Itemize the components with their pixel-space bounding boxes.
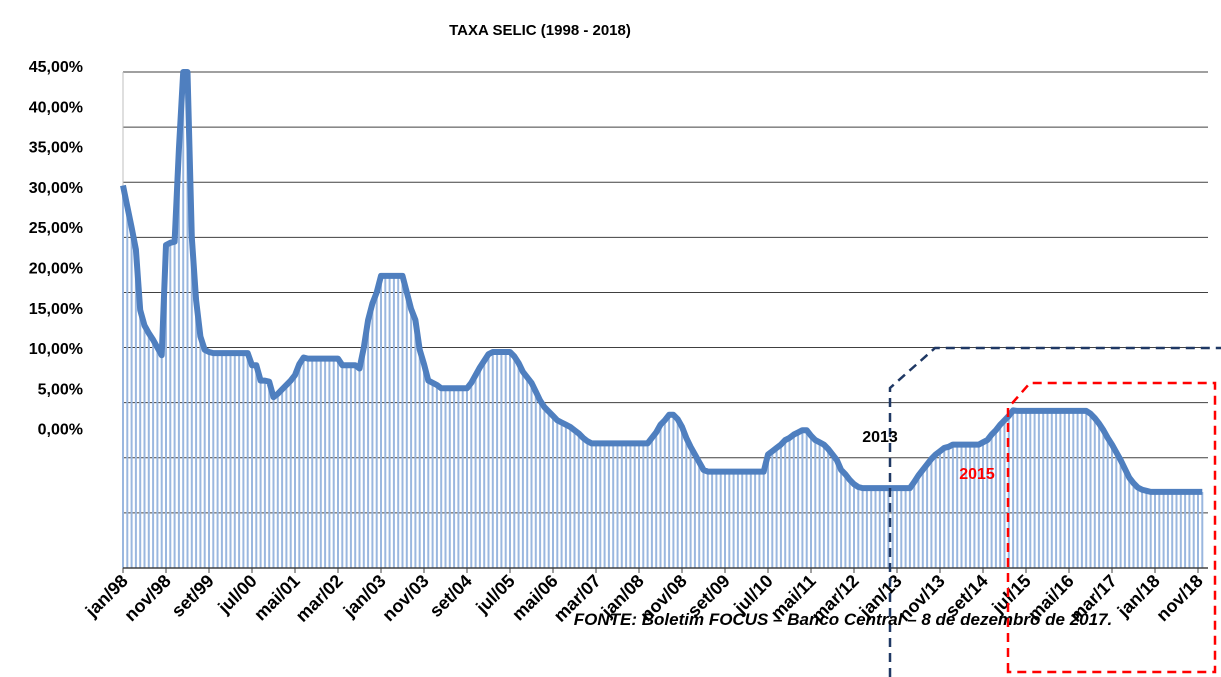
selic-line — [120, 69, 1203, 495]
y-tick-label: 20,00% — [29, 261, 83, 278]
x-tick-label: set/04 — [426, 571, 476, 621]
y-tick-label: 5,00% — [38, 381, 83, 398]
y-tick-label: 30,00% — [29, 180, 83, 197]
y-tick-label: 0,00% — [38, 422, 83, 439]
y-tick-label: 10,00% — [29, 341, 83, 358]
chart-title: TAXA SELIC (1998 - 2018) — [449, 22, 631, 39]
y-tick-label: 45,00% — [29, 59, 83, 76]
x-tick-label: mar/02 — [292, 571, 347, 626]
y-tick-label: 40,00% — [29, 99, 83, 116]
x-tick-label: nov/18 — [1152, 571, 1206, 625]
annotation-2015: 2015 — [959, 466, 995, 483]
y-tick-label: 35,00% — [29, 140, 83, 157]
annotation-2013: 2013 — [862, 429, 898, 446]
y-tick-label: 15,00% — [29, 301, 83, 318]
x-tick-label: set/99 — [168, 571, 218, 621]
x-tick-label: nov/03 — [378, 571, 432, 625]
x-tick-label: nov/98 — [120, 571, 174, 625]
y-tick-label: 25,00% — [29, 220, 83, 237]
source-note: FONTE: Boletim FOCUS – Banco Central – 8… — [574, 610, 1112, 629]
dashed-2013-frame — [888, 346, 1221, 677]
